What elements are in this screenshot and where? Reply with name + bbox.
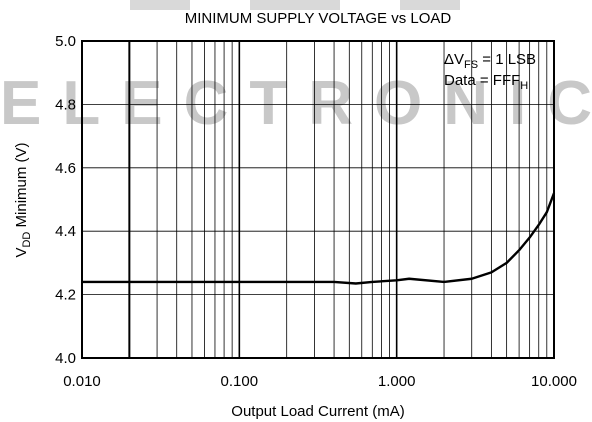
data-line [82,192,556,285]
x-tick-label: 10.000 [531,373,577,390]
x-axis-label: Output Load Current (mA) [231,403,404,420]
annotation-main: ΔV [444,51,464,68]
y-tick-label: 4.2 [55,287,76,304]
y-tick-label: 5.0 [55,33,76,50]
grid [81,40,555,359]
watermark-bar [400,0,460,10]
y-tick-label: 4.8 [55,96,76,113]
x-tick-label: 1.000 [378,373,416,390]
y-tick-label: 4.0 [55,350,76,367]
y-axis-label: VDD Minimum (V) [13,142,33,257]
plot-frame [81,40,555,359]
y-label-rest: Minimum (V) [13,142,30,231]
y-tick-label: 4.4 [55,223,76,240]
annotation-rest: = 1 LSB [478,51,536,68]
annotation: Data = FFFH [444,72,528,92]
x-tick-label: 0.100 [221,373,259,390]
x-tick-label: 0.010 [63,373,101,390]
annotation-sub: H [520,80,528,92]
annotation-sub: FS [464,59,478,71]
annotation: ΔVFS = 1 LSB [444,51,536,71]
y-label-main: V [13,248,30,258]
y-label-sub: DD [21,232,33,248]
watermark-bar [250,0,340,10]
annotation-main: Data = FFF [444,72,520,89]
y-tick-label: 4.6 [55,160,76,177]
plot [82,192,556,285]
watermark-bar [130,0,190,10]
chart-title: MINIMUM SUPPLY VOLTAGE vs LOAD [185,10,452,27]
